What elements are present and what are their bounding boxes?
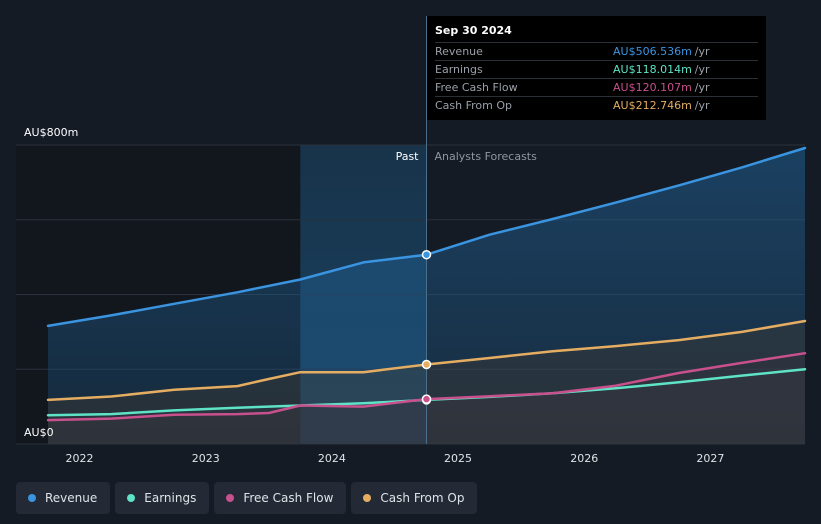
tooltip-row-unit: /yr <box>694 45 710 58</box>
tooltip-row-unit: /yr <box>694 99 710 112</box>
x-tick-label: 2024 <box>318 452 346 465</box>
legend-item-cash-from-op[interactable]: Cash From Op <box>351 482 478 514</box>
legend-label: Earnings <box>144 491 197 505</box>
series-line-free-cash-flow <box>46 351 807 422</box>
tooltip-row-value: AU$506.536m <box>613 45 692 58</box>
tooltip-date: Sep 30 2024 <box>435 24 512 37</box>
x-tick-label: 2027 <box>696 452 724 465</box>
marker-free-cash-flow <box>421 394 432 404</box>
tooltip-row: Revenue AU$506.536m/yr <box>435 42 758 60</box>
tooltip-row-value: AU$120.107m <box>613 81 692 94</box>
series-line-cash-from-op <box>46 319 807 402</box>
tooltip-row-value: AU$212.746m <box>613 99 692 112</box>
legend-label: Revenue <box>45 491 98 505</box>
legend-item-revenue[interactable]: Revenue <box>16 482 111 514</box>
x-tick-label: 2025 <box>444 452 472 465</box>
tooltip-row-label: Earnings <box>435 63 483 76</box>
legend-label: Cash From Op <box>380 491 465 505</box>
legend-item-earnings[interactable]: Earnings <box>115 482 210 514</box>
tooltip-row-label: Free Cash Flow <box>435 81 518 94</box>
area-free-cash-flow <box>48 353 805 444</box>
marker-cash-from-op <box>421 359 432 370</box>
forecast-label: Analysts Forecasts <box>435 150 538 163</box>
tooltip-row-unit: /yr <box>694 63 710 76</box>
tooltip-row: Cash From Op AU$212.746m/yr <box>435 96 758 114</box>
tooltip-row-value: AU$118.014m <box>613 63 692 76</box>
tooltip-row-unit: /yr <box>694 81 710 94</box>
legend-label: Free Cash Flow <box>243 491 334 505</box>
legend-dot-icon <box>363 494 372 502</box>
tooltip-row-label: Cash From Op <box>435 99 513 112</box>
tooltip-row: Earnings AU$118.014m/yr <box>435 60 758 78</box>
tooltip-row: Free Cash Flow AU$120.107m/yr <box>435 78 758 96</box>
tooltip-row-label: Revenue <box>435 45 483 58</box>
tooltip: Sep 30 2024 Revenue AU$506.536m/yr Earning… <box>427 16 766 120</box>
legend-dot-icon <box>127 494 136 502</box>
marker-revenue <box>421 249 432 260</box>
x-tick-label: 2026 <box>570 452 598 465</box>
legend: Revenue Earnings Free Cash Flow Cash From O… <box>16 482 478 514</box>
y-axis-top-label: AU$800m <box>24 126 78 139</box>
x-tick-label: 2023 <box>192 452 220 465</box>
y-axis-bottom-label: AU$0 <box>24 426 54 439</box>
x-tick-label: 2022 <box>66 452 94 465</box>
legend-dot-icon <box>28 494 36 502</box>
past-label: Past <box>396 150 420 163</box>
legend-dot-icon <box>226 494 235 502</box>
legend-item-free-cash-flow[interactable]: Free Cash Flow <box>214 482 347 514</box>
